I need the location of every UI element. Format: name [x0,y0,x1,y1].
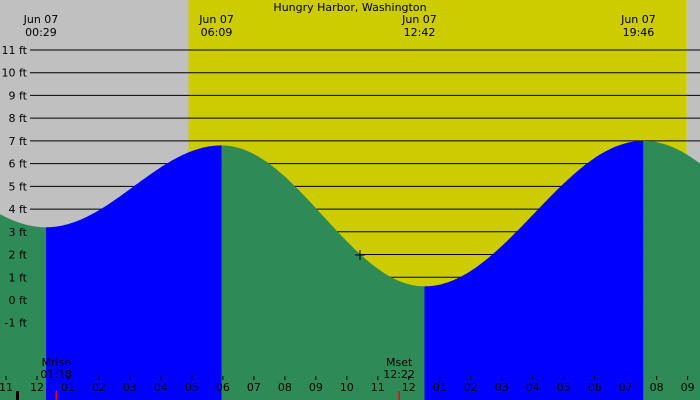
x-axis: 11 12 01 02 03 04 05 06 07 08 09 10 11 12 01 02 03 04 05 06… [0,376,695,400]
hour-tick-label: 03 [495,381,509,394]
hour-tick-label: 09 [309,381,323,394]
falling-tide-area [0,214,46,400]
cursor-crosshair [355,250,365,260]
moon-event-time: 12:22 [383,368,415,381]
hour-tick-label: 04 [526,381,540,394]
hour-tick-label: 12 [30,381,44,394]
y-tick-label: 1 ft [9,271,28,284]
hour-tick-label: 05 [185,381,199,394]
hour-tick-label: 07 [619,381,633,394]
y-tick-label: 5 ft [9,180,28,193]
tide-event-time: 00:29 [25,26,57,39]
moon-event-time: 01:18 [40,368,72,381]
tide-areas [0,140,700,400]
y-tick-label: 3 ft [9,226,28,239]
hour-tick-label: 04 [154,381,168,394]
falling-tide-area [643,140,700,400]
moon-event-label: Mrise [41,356,71,369]
tide-event-time: 06:09 [201,26,233,39]
hour-tick-label: 06 [588,381,602,394]
falling-tide-area [221,145,425,400]
hour-tick-label: 03 [123,381,137,394]
tide-event-date: Jun 07 [23,13,59,26]
y-tick-label: 0 ft [9,294,28,307]
y-tick-label: 9 ft [9,89,28,102]
hour-tick-label: 02 [464,381,478,394]
hour-tick-label: 08 [650,381,664,394]
hour-tick-label: 05 [557,381,571,394]
hour-tick-label: 06 [216,381,230,394]
hour-tick-label: 07 [247,381,261,394]
hour-tick-label: 08 [278,381,292,394]
tide-event-time: 19:46 [623,26,655,39]
tide-event-time: 12:42 [404,26,436,39]
hour-tick-label: 01 [61,381,75,394]
hour-tick-label: 10 [340,381,354,394]
y-tick-label: 8 ft [9,112,28,125]
hour-tick-label: 09 [681,381,695,394]
y-tick-label: 6 ft [9,158,28,171]
hour-tick-label: 12 [402,381,416,394]
y-axis-labels: 11 ft 10 ft 9 ft 8 ft 7 ft 6 ft 5 ft 4 ft 3 ft 2 … [2,44,28,330]
chart-title: Hungry Harbor, Washington [273,1,426,14]
y-tick-label: 11 ft [2,44,28,57]
hour-tick-label: 02 [92,381,106,394]
y-tick-label: 10 ft [2,67,28,80]
tide-event-date: Jun 07 [401,13,437,26]
hour-tick-label: 01 [433,381,447,394]
moon-event-label: Mset [386,356,413,369]
y-tick-label: -1 ft [5,317,28,330]
midnight-marker [15,391,19,400]
y-tick-label: 2 ft [9,249,28,262]
rising-tide-area [46,145,222,400]
hour-tick-label: 11 [0,381,13,394]
hour-tick-label: 11 [371,381,385,394]
y-tick-label: 4 ft [9,203,28,216]
rising-tide-area [424,140,644,400]
y-tick-label: 7 ft [9,135,28,148]
tide-event-date: Jun 07 [620,13,656,26]
tide-event-date: Jun 07 [198,13,234,26]
